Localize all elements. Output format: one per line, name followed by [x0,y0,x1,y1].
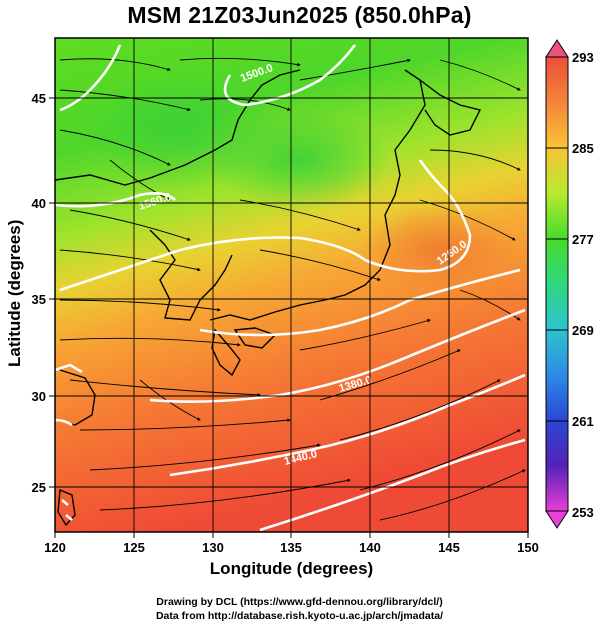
x-tick-label: 145 [438,540,460,555]
x-tick-label: 120 [44,540,66,555]
y-tick-label: 40 [32,196,46,211]
credit-data-source: Data from http://database.rish.kyoto-u.a… [155,610,444,622]
colorbar-tick-label: 293 [572,50,594,65]
colorbar-tick-label: 277 [572,232,594,247]
wind-streamlines [59,57,526,521]
colorbar-tick-label: 261 [572,414,594,429]
x-tick-label: 130 [202,540,224,555]
y-tick-label: 45 [32,91,46,106]
colorbar-tick-label: 269 [572,323,594,338]
y-tick-labels: 25 30 35 40 45 [32,91,46,495]
arrow-up-icon [545,39,569,58]
x-tick-labels: 120 125 130 135 140 145 150 [44,540,539,555]
arrow-down-icon [545,510,569,529]
height-contours [55,44,526,532]
colorbar-tick-label: 285 [572,141,594,156]
figure-title: MSM 21Z03Jun2025 (850.0hPa) [127,2,472,28]
colorbar-tick-label: 253 [572,505,594,520]
colorbar: 293 285 277 269 261 253 [545,39,594,529]
y-axis-label: Latitude (degrees) [5,219,24,367]
y-tick-label: 25 [32,480,46,495]
x-tick-label: 140 [359,540,381,555]
y-tick-label: 35 [32,292,46,307]
x-tick-label: 150 [517,540,539,555]
coastlines [55,69,482,527]
y-tick-label: 30 [32,389,46,404]
grid-lines [55,38,528,532]
credit-drawing: Drawing by DCL (https://www.gfd-dennou.o… [156,596,443,608]
x-axis-label: Longitude (degrees) [209,559,374,578]
x-tick-label: 125 [123,540,145,555]
x-tick-label: 135 [280,540,302,555]
axis-ticks [49,97,529,538]
